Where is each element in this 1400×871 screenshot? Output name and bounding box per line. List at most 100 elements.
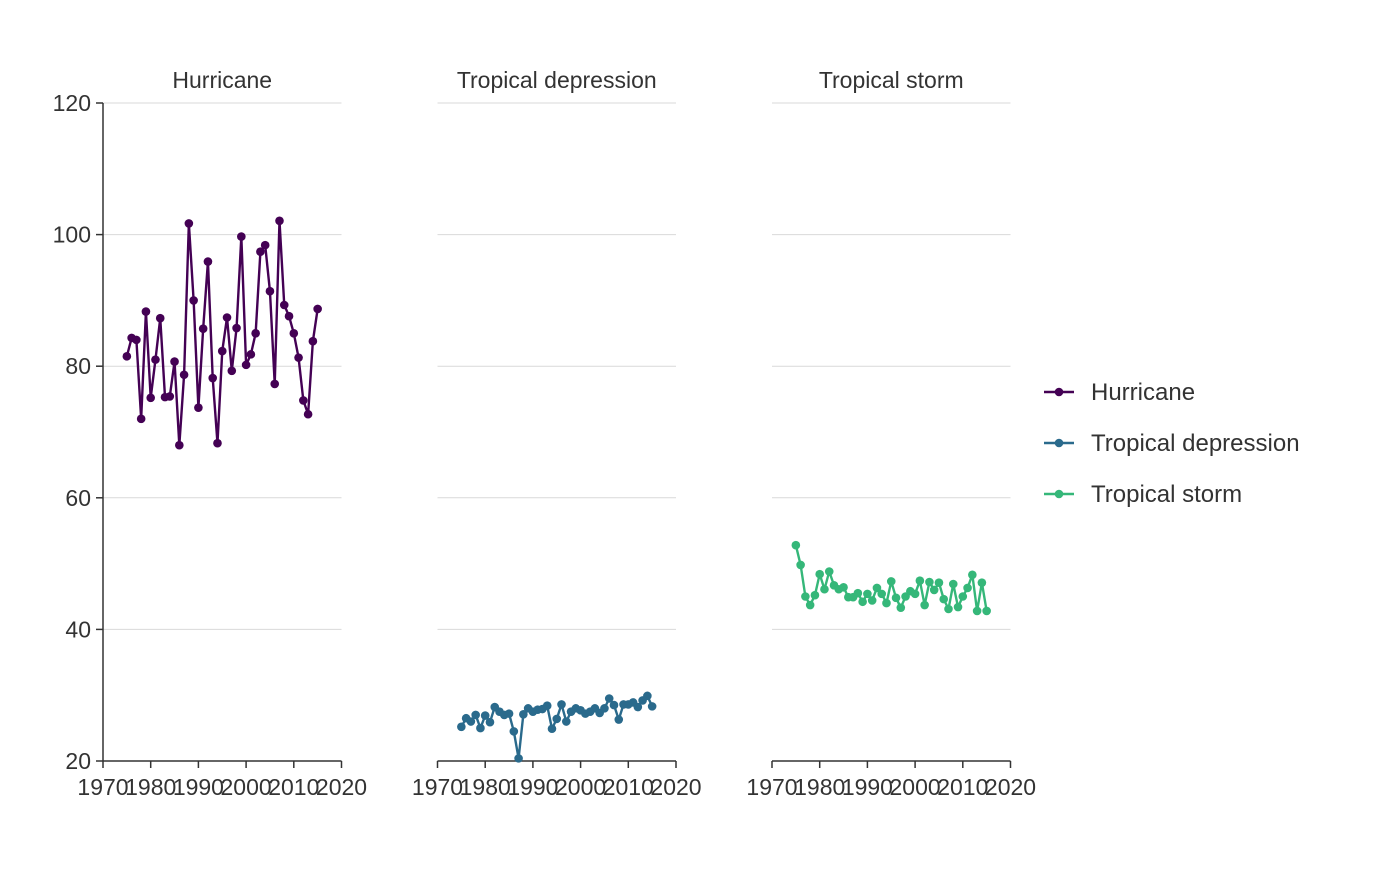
point-hurricane-1996 (222, 313, 232, 322)
point-tropical-depression-1988 (519, 709, 528, 719)
x-tick-label-hurricane-2020: 2020 (316, 774, 367, 800)
point-hurricane-2011 (294, 353, 303, 362)
point-hurricane-2007 (275, 216, 284, 226)
point-tropical-depression-2007 (609, 700, 619, 710)
x-tick-label-tropical-storm-2020: 2020 (985, 774, 1036, 800)
point-hurricane-1985 (170, 357, 179, 366)
point-tropical-storm-1976 (796, 560, 805, 570)
x-tick-label-hurricane-2010: 2010 (268, 774, 319, 800)
point-tropical-depression-2014 (643, 691, 652, 701)
point-tropical-depression-1977 (466, 717, 476, 726)
point-tropical-storm-2010 (958, 592, 968, 601)
point-tropical-depression-1993 (542, 701, 552, 711)
y-tick-label-100: 100 (53, 222, 91, 248)
point-hurricane-1982 (155, 313, 165, 323)
point-tropical-storm-2014 (977, 578, 987, 587)
point-hurricane-1995 (217, 346, 227, 356)
point-hurricane-1987 (179, 370, 189, 380)
point-tropical-depression-2006 (604, 694, 614, 703)
point-tropical-storm-1991 (867, 596, 877, 605)
x-tick-label-tropical-storm-1970: 1970 (746, 774, 797, 800)
point-tropical-storm-2015 (982, 606, 991, 616)
point-tropical-storm-1988 (853, 588, 863, 598)
point-tropical-storm-2006 (939, 594, 949, 604)
point-tropical-storm-2005 (934, 578, 944, 587)
facet-title-tropical-storm: Tropical storm (819, 67, 964, 93)
point-tropical-storm-1980 (815, 569, 824, 579)
point-tropical-storm-1993 (877, 589, 887, 599)
point-hurricane-2006 (270, 379, 280, 389)
point-tropical-storm-2011 (963, 583, 972, 593)
point-hurricane-1979 (141, 307, 151, 316)
facet-title-hurricane: Hurricane (172, 67, 272, 93)
point-tropical-depression-1986 (509, 727, 519, 736)
y-tick-label-20: 20 (65, 748, 91, 774)
series-line-hurricane (125, 219, 319, 447)
x-tick-label-tropical-depression-2000: 2000 (555, 774, 606, 800)
point-hurricane-1990 (194, 403, 203, 412)
x-tick-label-tropical-storm-1980: 1980 (794, 774, 845, 800)
point-tropical-depression-1996 (557, 700, 566, 709)
point-tropical-storm-1996 (891, 593, 901, 603)
x-tick-label-tropical-depression-1970: 1970 (412, 774, 463, 800)
point-hurricane-2015 (313, 304, 322, 314)
point-tropical-storm-2004 (929, 585, 939, 595)
x-tick-label-tropical-depression-1990: 1990 (507, 774, 558, 800)
point-tropical-depression-1994 (547, 724, 557, 734)
point-tropical-depression-1997 (561, 717, 571, 726)
point-tropical-depression-1987 (514, 754, 523, 763)
point-tropical-storm-2000 (910, 589, 920, 599)
point-tropical-storm-2007 (944, 604, 953, 614)
point-hurricane-1980 (146, 393, 155, 403)
point-hurricane-1992 (203, 257, 213, 266)
point-tropical-storm-2001 (915, 576, 925, 586)
legend-label-hurricane: Hurricane (1091, 379, 1195, 406)
legend-label-tropical-depression: Tropical depression (1091, 430, 1300, 457)
point-hurricane-1988 (184, 219, 194, 228)
point-tropical-depression-1978 (471, 710, 480, 720)
point-hurricane-1997 (227, 366, 237, 376)
point-hurricane-1975 (122, 352, 132, 361)
point-tropical-storm-1981 (820, 584, 829, 594)
point-tropical-storm-1982 (824, 567, 834, 576)
point-tropical-storm-1975 (791, 540, 801, 550)
point-hurricane-2012 (299, 396, 308, 405)
x-tick-label-tropical-storm-2010: 2010 (937, 774, 988, 800)
facet-title-tropical-depression: Tropical depression (457, 67, 657, 93)
y-tick-label-60: 60 (65, 485, 91, 511)
point-hurricane-2009 (284, 311, 294, 321)
point-hurricane-2013 (303, 409, 313, 419)
point-hurricane-1994 (213, 438, 222, 448)
point-hurricane-2000 (241, 360, 251, 370)
point-tropical-storm-1978 (805, 600, 815, 610)
point-hurricane-2014 (308, 336, 318, 346)
x-tick-label-hurricane-1990: 1990 (173, 774, 224, 800)
point-tropical-storm-2003 (925, 577, 934, 587)
point-hurricane-2005 (265, 286, 275, 296)
point-hurricane-2001 (246, 350, 256, 359)
point-tropical-depression-1975 (457, 722, 466, 732)
point-hurricane-1999 (237, 232, 246, 241)
point-tropical-depression-2008 (614, 715, 624, 724)
point-tropical-storm-2013 (972, 606, 982, 616)
legend-key-point-tropical-depression (1054, 438, 1064, 448)
point-hurricane-2003 (256, 247, 265, 257)
point-tropical-storm-1995 (886, 577, 896, 586)
point-tropical-depression-1981 (485, 717, 495, 727)
point-tropical-depression-1995 (552, 714, 562, 724)
point-tropical-depression-2005 (600, 704, 609, 713)
point-hurricane-1998 (232, 323, 241, 333)
point-hurricane-1989 (189, 296, 198, 305)
point-tropical-depression-1979 (476, 723, 485, 733)
point-hurricane-1984 (165, 392, 175, 401)
x-tick-label-hurricane-1970: 1970 (77, 774, 128, 800)
x-tick-label-tropical-depression-2010: 2010 (603, 774, 654, 800)
point-hurricane-2004 (260, 240, 270, 250)
y-tick-label-120: 120 (53, 90, 91, 116)
x-tick-label-tropical-storm-1990: 1990 (842, 774, 893, 800)
point-tropical-storm-1985 (839, 582, 848, 592)
point-tropical-storm-1977 (801, 592, 810, 601)
point-tropical-depression-1985 (504, 709, 514, 718)
